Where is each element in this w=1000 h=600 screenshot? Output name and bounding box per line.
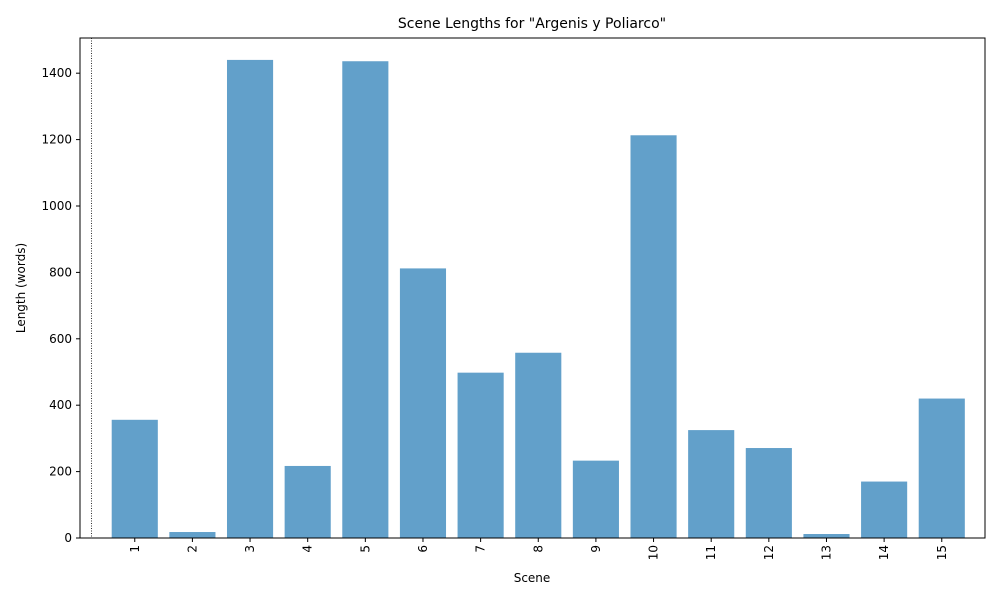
x-tick-label-13: 13	[819, 545, 833, 560]
y-tick-label-1400: 1400	[41, 66, 72, 80]
chart-title: Scene Lengths for "Argenis y Poliarco"	[398, 16, 666, 32]
y-tick-label-1000: 1000	[41, 199, 72, 213]
x-tick-label-2: 2	[185, 545, 199, 553]
y-axis-title: Length (words)	[14, 243, 28, 333]
x-tick-label-5: 5	[358, 545, 372, 553]
x-tick-label-14: 14	[877, 545, 891, 560]
x-tick-label-6: 6	[416, 545, 430, 553]
plot-frame	[79, 37, 986, 539]
bar-scene-2	[169, 532, 216, 538]
bar-scene-11	[688, 430, 735, 538]
bar-scene-8	[515, 352, 562, 538]
x-tick-label-7: 7	[474, 545, 488, 553]
x-tick-label-10: 10	[647, 545, 661, 560]
bar-scene-12	[745, 448, 792, 538]
bar-scene-10	[630, 135, 677, 538]
y-tick-label-400: 400	[49, 398, 72, 412]
bar-scene-9	[572, 460, 619, 538]
y-tick-label-0: 0	[64, 531, 72, 545]
x-tick-label-12: 12	[762, 545, 776, 560]
y-tick-label-800: 800	[49, 265, 72, 279]
plot-area	[91, 38, 965, 539]
bar-scene-14	[861, 481, 908, 538]
y-tick-label-600: 600	[49, 332, 72, 346]
bar-scene-5	[342, 61, 389, 539]
bar-scene-1	[111, 419, 158, 538]
x-tick-label-9: 9	[589, 545, 603, 553]
bar-scene-6	[399, 268, 447, 538]
y-tick-label-200: 200	[49, 465, 72, 479]
x-tick-label-1: 1	[128, 545, 142, 553]
x-tick-label-4: 4	[301, 545, 315, 553]
x-tick-label-11: 11	[704, 545, 718, 560]
x-tick-label-8: 8	[531, 545, 545, 553]
bar-scene-3	[226, 59, 274, 538]
y-tick-label-1200: 1200	[41, 133, 72, 147]
bar-scene-15	[918, 398, 965, 538]
x-axis-title: Scene	[514, 571, 551, 585]
x-tick-label-15: 15	[935, 545, 949, 560]
bar-scene-13	[803, 534, 850, 538]
x-tick-label-3: 3	[243, 545, 257, 553]
bar-scene-7	[457, 372, 504, 538]
bar-scene-4	[284, 465, 331, 538]
